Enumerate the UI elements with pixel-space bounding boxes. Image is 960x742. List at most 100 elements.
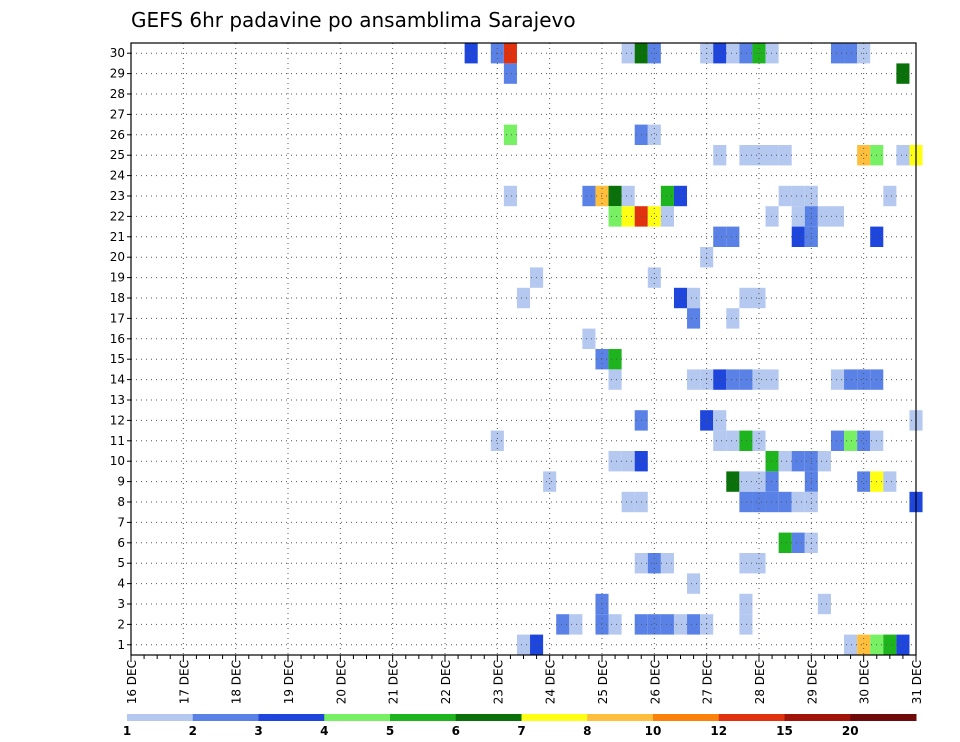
heatmap-cell bbox=[739, 145, 753, 166]
heatmap-cell bbox=[713, 410, 727, 431]
x-tick-label: 29 DEC bbox=[805, 660, 819, 704]
heatmap-cell bbox=[896, 634, 910, 655]
heatmap-cell bbox=[660, 553, 674, 574]
y-tick-label: 24 bbox=[110, 169, 125, 183]
heatmap-cell bbox=[739, 553, 753, 574]
y-tick-label: 5 bbox=[117, 556, 125, 570]
heatmap-cell bbox=[608, 451, 622, 472]
heatmap-cell bbox=[660, 206, 674, 227]
heatmap-cell bbox=[739, 430, 753, 451]
heatmap-cell bbox=[791, 532, 805, 553]
y-tick-label: 15 bbox=[110, 352, 125, 366]
colorbar-label: 12 bbox=[710, 724, 727, 738]
colorbar-swatch bbox=[455, 714, 522, 721]
y-axis: 1234567891011121314151617181920212223242… bbox=[110, 46, 131, 652]
heatmap-cell bbox=[608, 369, 622, 390]
x-tick-label: 18 DEC bbox=[230, 660, 244, 704]
heatmap-cell bbox=[713, 43, 727, 64]
heatmap-cell bbox=[673, 614, 688, 635]
heatmap-cell bbox=[883, 634, 897, 655]
heatmap-cell bbox=[778, 491, 792, 513]
heatmap-cell bbox=[739, 491, 753, 513]
y-tick-label: 18 bbox=[110, 291, 125, 305]
heatmap-cell bbox=[543, 471, 557, 492]
plot-frame bbox=[130, 42, 917, 656]
heatmap-cell bbox=[556, 614, 570, 635]
heatmap-cell bbox=[778, 532, 792, 553]
heatmap-cell bbox=[660, 185, 674, 207]
heatmap-cell bbox=[647, 206, 661, 227]
heatmap-cell bbox=[830, 43, 845, 64]
heatmap-cell bbox=[503, 185, 517, 207]
heatmap-cell bbox=[687, 369, 701, 390]
heatmap-cell bbox=[647, 614, 661, 635]
heatmap-cell bbox=[582, 185, 596, 207]
heatmap-cell bbox=[621, 451, 635, 472]
heatmap-cell bbox=[830, 206, 845, 227]
heatmap-cell bbox=[621, 206, 635, 227]
heatmap-cell bbox=[857, 634, 871, 655]
x-tick-label: 16 DEC bbox=[125, 660, 139, 704]
heatmap-cell bbox=[621, 491, 635, 513]
x-tick-label: 22 DEC bbox=[439, 660, 453, 704]
heatmap-cell bbox=[647, 267, 661, 288]
colorbar-label: 4 bbox=[320, 724, 328, 738]
heatmap-cell bbox=[765, 451, 779, 472]
heatmap-cell bbox=[752, 471, 766, 492]
y-tick-label: 13 bbox=[110, 393, 125, 407]
colorbar-swatch bbox=[324, 714, 391, 721]
heatmap-cell bbox=[726, 471, 740, 492]
y-tick-label: 3 bbox=[117, 597, 125, 611]
colorbar-label: 2 bbox=[189, 724, 197, 738]
heatmap-cell bbox=[817, 451, 831, 472]
heatmap-cell bbox=[739, 43, 753, 64]
x-tick-label: 17 DEC bbox=[177, 660, 191, 704]
y-tick-label: 16 bbox=[110, 332, 125, 346]
heatmap-cell bbox=[713, 226, 727, 247]
y-tick-label: 27 bbox=[110, 107, 125, 121]
heatmap-cell bbox=[791, 206, 805, 227]
colorbar-label: 6 bbox=[452, 724, 460, 738]
heatmap-cell bbox=[713, 430, 727, 451]
y-tick-label: 26 bbox=[110, 128, 125, 142]
heatmap-cell bbox=[569, 614, 583, 635]
y-tick-label: 21 bbox=[110, 230, 125, 244]
y-tick-label: 19 bbox=[110, 271, 125, 285]
y-tick-label: 30 bbox=[110, 46, 125, 60]
y-tick-label: 6 bbox=[117, 536, 125, 550]
colorbar-label: 7 bbox=[517, 724, 525, 738]
heatmap-cell bbox=[765, 43, 779, 64]
y-tick-label: 8 bbox=[117, 495, 125, 509]
heatmap-cell bbox=[660, 614, 674, 635]
heatmap-cell bbox=[673, 287, 688, 309]
colorbar-swatch bbox=[850, 714, 917, 721]
colorbar-label: 10 bbox=[645, 724, 662, 738]
heatmap-cell bbox=[844, 369, 858, 390]
y-tick-label: 29 bbox=[110, 67, 125, 81]
y-tick-label: 17 bbox=[110, 311, 125, 325]
heatmap-cell bbox=[726, 226, 740, 247]
x-tick-label: 27 DEC bbox=[701, 660, 715, 704]
heatmap-cell bbox=[844, 634, 858, 655]
grid-layer bbox=[131, 43, 916, 655]
colorbar-label: 20 bbox=[842, 724, 859, 738]
colorbar-swatch bbox=[127, 714, 194, 721]
heatmap-cell bbox=[726, 308, 740, 329]
heatmap-cell bbox=[844, 43, 858, 64]
heatmap-cell bbox=[857, 145, 871, 166]
heatmap-cell bbox=[608, 614, 622, 635]
heatmap-cell bbox=[739, 287, 753, 309]
x-tick-label: 24 DEC bbox=[544, 660, 558, 704]
y-tick-label: 4 bbox=[117, 577, 125, 591]
heatmap-cell bbox=[608, 206, 622, 227]
heatmap-cell bbox=[503, 43, 517, 64]
y-tick-label: 12 bbox=[110, 413, 125, 427]
heatmap-cell bbox=[739, 614, 753, 635]
y-tick-label: 9 bbox=[117, 475, 125, 489]
x-tick-label: 19 DEC bbox=[282, 660, 296, 704]
y-tick-label: 28 bbox=[110, 87, 125, 101]
colorbar-label: 1 bbox=[123, 724, 131, 738]
heatmap-cell bbox=[817, 593, 831, 615]
colorbar-swatch bbox=[192, 714, 259, 721]
